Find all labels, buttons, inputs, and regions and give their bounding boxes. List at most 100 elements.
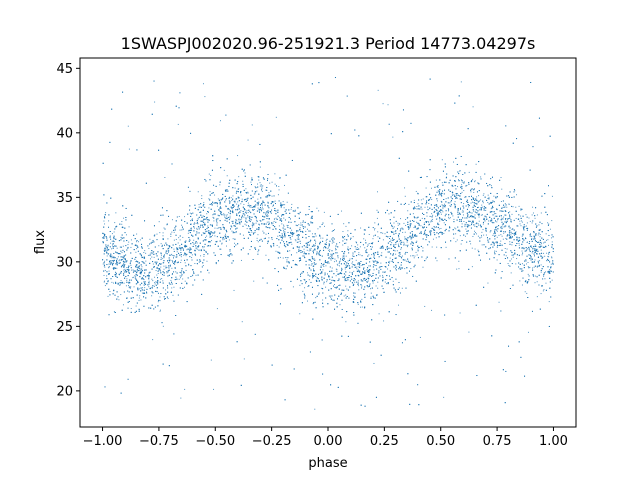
data-point — [128, 241, 130, 243]
data-point — [415, 251, 417, 253]
data-point — [262, 230, 264, 232]
data-point — [398, 287, 400, 289]
data-point — [506, 206, 508, 208]
data-point — [510, 250, 512, 252]
data-point — [406, 252, 408, 254]
data-point — [529, 266, 531, 268]
data-point — [325, 286, 327, 288]
data-point — [505, 225, 507, 227]
data-point — [103, 233, 105, 235]
data-point — [202, 247, 204, 249]
data-point — [456, 239, 458, 241]
data-point — [412, 207, 414, 209]
data-point — [271, 223, 273, 225]
data-point — [111, 257, 113, 259]
data-point — [286, 226, 288, 228]
data-point — [511, 213, 513, 215]
data-point — [333, 299, 335, 301]
data-point — [318, 210, 320, 212]
data-point — [194, 222, 196, 224]
data-point — [436, 260, 438, 262]
data-point — [197, 191, 199, 193]
data-point — [180, 261, 182, 263]
data-point — [508, 237, 510, 239]
data-point — [428, 203, 430, 204]
data-point — [210, 359, 212, 361]
data-point — [336, 252, 338, 254]
data-point — [323, 266, 325, 268]
data-point — [375, 260, 377, 262]
data-point — [480, 176, 482, 178]
data-point — [541, 245, 543, 247]
data-point — [171, 274, 173, 276]
data-point — [315, 235, 317, 237]
data-point — [249, 211, 251, 213]
data-point — [304, 287, 306, 289]
data-point — [166, 271, 168, 273]
data-point — [180, 256, 182, 258]
data-point — [407, 244, 409, 246]
data-point — [223, 213, 225, 215]
data-point — [536, 296, 538, 298]
data-point — [522, 270, 524, 272]
data-point — [527, 248, 529, 250]
data-point — [501, 217, 503, 219]
data-point — [287, 227, 289, 229]
data-point — [483, 218, 485, 220]
data-point — [360, 227, 362, 229]
data-point — [272, 205, 274, 207]
data-point — [244, 172, 246, 174]
data-point — [515, 217, 517, 219]
data-point — [284, 231, 286, 233]
data-point — [515, 231, 517, 233]
data-point — [492, 242, 494, 244]
data-point — [361, 285, 363, 287]
data-point — [496, 259, 498, 261]
data-point — [163, 256, 165, 258]
data-point — [183, 254, 185, 256]
data-point — [173, 231, 175, 233]
data-point — [198, 204, 200, 206]
data-point — [424, 230, 426, 232]
data-point — [539, 246, 541, 248]
data-point — [355, 266, 357, 268]
data-point — [345, 321, 347, 323]
data-point — [328, 249, 330, 251]
data-point — [230, 197, 232, 199]
data-point — [520, 215, 522, 217]
data-point — [417, 203, 419, 205]
data-point — [468, 331, 470, 333]
data-point — [489, 202, 491, 204]
data-point — [310, 217, 312, 219]
data-point — [213, 202, 215, 204]
data-point — [512, 206, 514, 208]
data-point — [426, 215, 428, 217]
data-point — [364, 293, 366, 295]
data-point — [331, 230, 333, 232]
data-point — [121, 252, 123, 254]
data-point — [317, 246, 319, 248]
data-point — [508, 203, 510, 205]
data-point — [441, 209, 443, 211]
data-point — [462, 214, 464, 216]
data-point — [405, 244, 407, 246]
data-point — [431, 246, 433, 248]
data-point — [231, 200, 233, 202]
data-point — [404, 187, 406, 189]
data-point — [117, 252, 119, 254]
data-point — [116, 262, 118, 264]
data-point — [276, 244, 278, 246]
data-point — [126, 297, 128, 299]
data-point — [279, 256, 281, 258]
data-point — [322, 269, 324, 271]
data-point — [324, 261, 326, 263]
data-point — [261, 186, 263, 188]
data-point — [384, 281, 386, 283]
data-point — [153, 285, 155, 287]
data-point — [126, 280, 128, 282]
data-point — [441, 182, 443, 184]
data-point — [167, 238, 169, 240]
data-point — [482, 223, 484, 225]
data-point — [160, 278, 162, 280]
data-point — [353, 270, 355, 272]
